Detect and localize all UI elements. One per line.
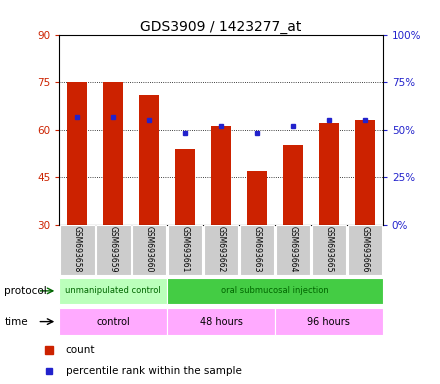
Text: GSM693662: GSM693662: [216, 227, 226, 273]
Bar: [67, 82, 87, 225]
Bar: [283, 146, 303, 225]
Text: GSM693664: GSM693664: [289, 226, 297, 273]
Text: time: time: [4, 316, 28, 327]
Bar: [348, 225, 382, 275]
Bar: [59, 308, 167, 335]
Text: 48 hours: 48 hours: [200, 316, 242, 327]
Bar: [168, 225, 202, 275]
Text: count: count: [66, 345, 95, 355]
Text: unmanipulated control: unmanipulated control: [66, 286, 161, 295]
Text: GSM693658: GSM693658: [73, 227, 82, 273]
Text: 96 hours: 96 hours: [308, 316, 350, 327]
Bar: [355, 120, 375, 225]
Bar: [96, 225, 131, 275]
Text: percentile rank within the sample: percentile rank within the sample: [66, 366, 242, 376]
Bar: [103, 82, 123, 225]
Bar: [60, 225, 95, 275]
Text: protocol: protocol: [4, 286, 47, 296]
Bar: [276, 225, 310, 275]
Bar: [59, 278, 167, 304]
Title: GDS3909 / 1423277_at: GDS3909 / 1423277_at: [140, 20, 302, 33]
Bar: [132, 225, 166, 275]
Text: oral submucosal injection: oral submucosal injection: [221, 286, 329, 295]
Bar: [312, 225, 346, 275]
Bar: [319, 123, 339, 225]
Text: control: control: [96, 316, 130, 327]
Bar: [275, 308, 383, 335]
Bar: [240, 225, 274, 275]
Text: GSM693660: GSM693660: [145, 226, 154, 273]
Bar: [175, 149, 195, 225]
Bar: [167, 278, 383, 304]
Text: GSM693659: GSM693659: [109, 226, 118, 273]
Bar: [167, 308, 275, 335]
Text: GSM693665: GSM693665: [324, 226, 334, 273]
Bar: [247, 171, 267, 225]
Text: GSM693663: GSM693663: [253, 226, 261, 273]
Text: GSM693661: GSM693661: [181, 227, 190, 273]
Text: GSM693666: GSM693666: [360, 226, 369, 273]
Bar: [211, 126, 231, 225]
Bar: [139, 95, 159, 225]
Bar: [204, 225, 238, 275]
